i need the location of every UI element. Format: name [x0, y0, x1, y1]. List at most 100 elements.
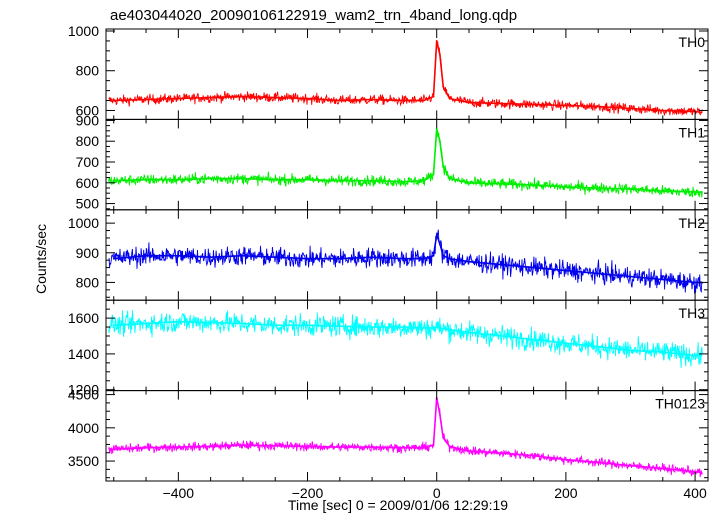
y-tick-label: 1000 [68, 215, 99, 231]
data-point [177, 97, 180, 100]
data-point [439, 327, 441, 329]
data-point [661, 190, 664, 193]
data-point [565, 458, 567, 461]
data-point [371, 326, 373, 328]
data-point [532, 103, 535, 106]
data-point [661, 278, 664, 281]
data-point [442, 254, 445, 257]
x-axis-label: Time [sec] 0 = 2009/01/06 12:29:19 [288, 497, 508, 513]
data-point [435, 234, 438, 236]
x-tick-label: 0 [433, 485, 441, 501]
data-point [597, 105, 600, 108]
panel-frame-th2 [105, 209, 709, 301]
data-point [661, 351, 664, 353]
data-point [500, 452, 503, 454]
data-point [209, 445, 212, 448]
data-point [422, 327, 425, 329]
data-point [145, 98, 147, 101]
y-tick-label: 1600 [68, 310, 99, 326]
x-tick-label: −200 [292, 485, 324, 501]
data-point [532, 454, 535, 457]
y-tick-label: 600 [76, 175, 100, 191]
data-point [468, 331, 470, 334]
panel-name-th1: TH1 [679, 124, 706, 140]
data-point [145, 178, 147, 181]
data-point [422, 257, 425, 260]
data-point [177, 254, 180, 257]
data-point [629, 107, 632, 110]
data-point [442, 436, 445, 439]
noise-trace-th0 [108, 41, 703, 116]
data-point [274, 256, 277, 259]
data-point [242, 95, 244, 98]
data-point [432, 95, 435, 98]
panel-frame-th1 [105, 118, 709, 211]
data-point [500, 335, 503, 337]
y-tick-label: 1400 [68, 346, 99, 362]
panel-name-th3: TH3 [679, 305, 706, 321]
data-point [439, 243, 441, 245]
data-point [439, 53, 441, 56]
data-point [306, 324, 309, 327]
y-tick-label: 800 [76, 133, 100, 149]
data-point [500, 182, 503, 185]
noise-trace-th1 [108, 131, 703, 198]
data-point [448, 97, 451, 100]
data-point [432, 444, 435, 446]
data-point [661, 109, 664, 112]
data-point [112, 448, 115, 450]
data-point [700, 191, 703, 194]
panel-frame-th0123 [105, 390, 709, 482]
data-point [435, 40, 438, 42]
data-point [177, 178, 180, 181]
panel-name-th0123: TH0123 [655, 396, 705, 412]
data-point [422, 446, 425, 449]
data-point [597, 187, 600, 189]
data-point [597, 272, 600, 275]
data-point [403, 257, 406, 260]
data-point [432, 254, 435, 257]
data-point [338, 257, 341, 260]
data-point [371, 256, 373, 259]
data-point [338, 325, 341, 328]
data-point [468, 260, 470, 263]
series-line-th2 [113, 234, 702, 284]
data-point [629, 349, 632, 352]
data-point [209, 177, 212, 180]
data-point [661, 467, 664, 470]
data-point [242, 254, 244, 257]
data-point [448, 328, 451, 331]
y-tick-label: 500 [76, 196, 100, 212]
data-point [565, 342, 567, 345]
y-tick-label: 800 [76, 274, 100, 290]
data-point [565, 186, 567, 188]
y-tick-label: 800 [76, 63, 100, 79]
data-point [338, 99, 341, 102]
data-point [442, 165, 445, 168]
data-point [242, 322, 244, 325]
data-point [209, 256, 212, 259]
data-point [532, 184, 535, 186]
data-point [112, 324, 115, 327]
data-point [597, 345, 600, 348]
data-point [694, 354, 696, 357]
data-point [565, 104, 567, 107]
data-point [371, 446, 373, 448]
y-tick-label: 900 [76, 245, 100, 261]
y-tick-label: 600 [76, 102, 100, 118]
y-tick-label: 3500 [68, 453, 99, 469]
chart-title: ae403044020_20090106122919_wam2_trn_4ban… [110, 7, 517, 24]
y-tick-label: 4000 [68, 420, 99, 436]
data-point [532, 338, 535, 341]
data-point [700, 354, 703, 357]
data-point [242, 444, 244, 446]
data-point [694, 191, 696, 194]
data-point [448, 257, 451, 260]
data-point [432, 173, 435, 176]
data-point [177, 320, 180, 323]
data-point [403, 326, 406, 328]
data-point [422, 99, 425, 102]
y-tick-label: 900 [76, 112, 100, 128]
data-point [700, 111, 703, 114]
